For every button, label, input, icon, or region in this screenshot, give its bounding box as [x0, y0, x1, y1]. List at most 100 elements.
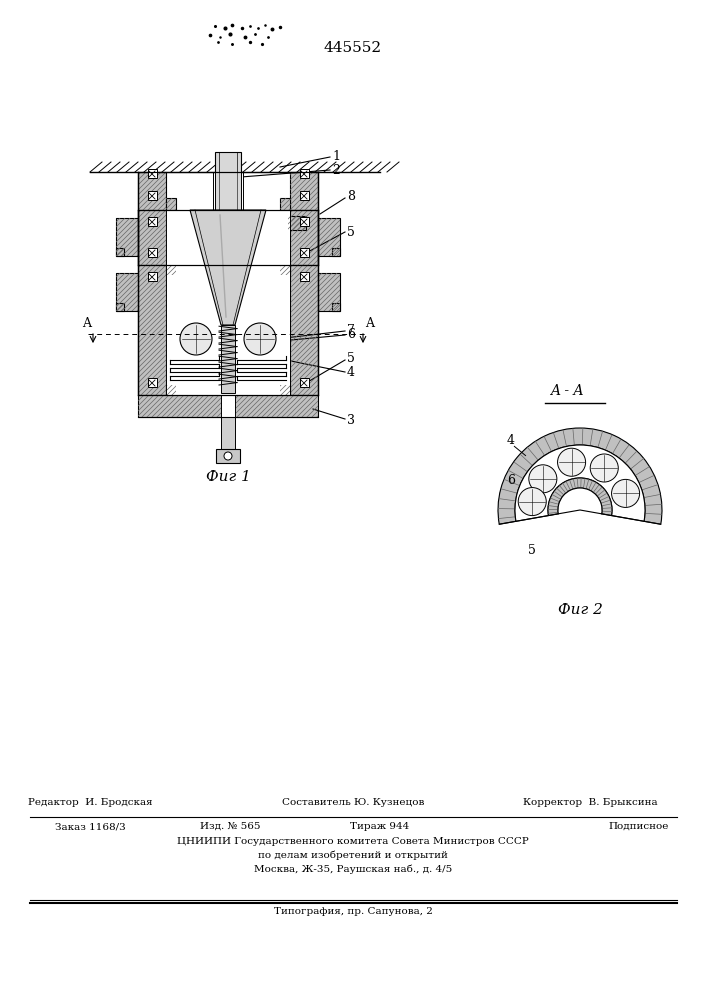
Polygon shape	[290, 172, 318, 210]
Polygon shape	[318, 218, 340, 256]
Polygon shape	[318, 273, 340, 311]
Text: 8: 8	[347, 190, 355, 204]
Wedge shape	[498, 428, 662, 524]
Polygon shape	[280, 198, 290, 210]
Wedge shape	[498, 428, 662, 524]
Bar	[300, 272, 309, 281]
Text: 4: 4	[347, 366, 355, 379]
Circle shape	[518, 488, 547, 516]
Circle shape	[529, 465, 557, 493]
Text: 5: 5	[347, 353, 355, 365]
Bar	[300, 169, 309, 178]
Circle shape	[244, 323, 276, 355]
Polygon shape	[166, 385, 176, 395]
Polygon shape	[138, 172, 166, 210]
Text: Москва, Ж-35, Раушская наб., д. 4/5: Москва, Ж-35, Раушская наб., д. 4/5	[254, 864, 452, 874]
Bar	[300, 217, 309, 226]
Polygon shape	[290, 210, 318, 265]
Polygon shape	[318, 218, 340, 256]
Text: 3: 3	[347, 414, 355, 426]
Text: 1: 1	[332, 150, 340, 163]
Polygon shape	[166, 198, 176, 210]
Bar	[166, 210, 290, 265]
Text: Типография, пр. Сапунова, 2: Типография, пр. Сапунова, 2	[274, 907, 433, 916]
Polygon shape	[290, 265, 318, 395]
Bar	[148, 272, 157, 281]
Text: Изд. № 565: Изд. № 565	[200, 822, 260, 831]
Text: Корректор  В. Брыксина: Корректор В. Брыксина	[522, 798, 658, 807]
Polygon shape	[190, 210, 266, 325]
Polygon shape	[290, 210, 318, 265]
Text: Тираж 944: Тираж 944	[351, 822, 409, 831]
Polygon shape	[280, 385, 290, 395]
Polygon shape	[138, 210, 166, 265]
Text: Подписное: Подписное	[608, 822, 668, 831]
Polygon shape	[138, 265, 166, 395]
Bar	[166, 265, 290, 395]
Circle shape	[180, 323, 212, 355]
Polygon shape	[332, 248, 340, 256]
Text: Заказ 1168/3: Заказ 1168/3	[55, 822, 126, 831]
Bar	[215, 172, 241, 210]
Bar	[148, 191, 157, 200]
Text: A: A	[365, 317, 374, 330]
Bar	[221, 417, 235, 449]
Text: по делам изобретений и открытий: по делам изобретений и открытий	[258, 850, 448, 860]
Polygon shape	[332, 303, 340, 311]
Polygon shape	[332, 248, 340, 256]
Text: 6: 6	[508, 474, 515, 487]
Polygon shape	[116, 303, 124, 311]
Wedge shape	[515, 445, 645, 521]
Circle shape	[224, 452, 232, 460]
Polygon shape	[288, 216, 306, 230]
Polygon shape	[280, 198, 290, 210]
Polygon shape	[116, 218, 138, 256]
Polygon shape	[116, 248, 124, 256]
Polygon shape	[138, 265, 166, 395]
Wedge shape	[548, 478, 612, 516]
Bar	[221, 325, 235, 393]
Polygon shape	[290, 265, 318, 395]
Polygon shape	[280, 265, 290, 275]
Text: ЦНИИПИ Государственного комитета Совета Министров СССР: ЦНИИПИ Государственного комитета Совета …	[177, 837, 529, 846]
Wedge shape	[558, 488, 602, 514]
Polygon shape	[166, 265, 176, 275]
Polygon shape	[116, 218, 138, 256]
Text: 4: 4	[506, 434, 515, 447]
Text: 5: 5	[527, 544, 535, 557]
Polygon shape	[138, 210, 166, 265]
Polygon shape	[116, 273, 138, 311]
Polygon shape	[138, 395, 318, 417]
Polygon shape	[166, 265, 176, 275]
Polygon shape	[280, 265, 290, 275]
Bar	[148, 248, 157, 257]
Bar	[215, 152, 241, 172]
Bar	[300, 378, 309, 387]
Circle shape	[590, 454, 619, 482]
Bar	[148, 169, 157, 178]
Polygon shape	[116, 303, 124, 311]
Bar	[148, 217, 157, 226]
Polygon shape	[318, 273, 340, 311]
Polygon shape	[332, 303, 340, 311]
Text: Фиг 1: Фиг 1	[206, 470, 250, 484]
Text: 445552: 445552	[324, 41, 382, 55]
Text: 2: 2	[332, 163, 340, 176]
Polygon shape	[280, 385, 290, 395]
Text: 5: 5	[347, 226, 355, 238]
Text: 7: 7	[347, 324, 355, 336]
Polygon shape	[290, 172, 318, 210]
Bar	[213, 172, 243, 210]
Bar	[300, 248, 309, 257]
Polygon shape	[288, 216, 306, 230]
Polygon shape	[138, 395, 318, 417]
Polygon shape	[166, 385, 176, 395]
Bar	[300, 191, 309, 200]
Text: 6: 6	[347, 328, 355, 340]
Bar	[221, 395, 235, 417]
Polygon shape	[116, 248, 124, 256]
Polygon shape	[116, 273, 138, 311]
Circle shape	[612, 479, 640, 507]
Polygon shape	[138, 172, 166, 210]
Circle shape	[558, 448, 585, 476]
